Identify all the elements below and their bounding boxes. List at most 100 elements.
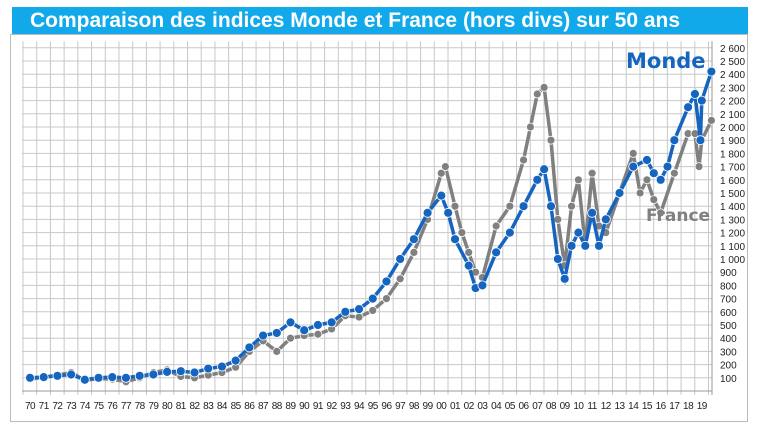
data-point-france [409, 247, 419, 257]
x-tick-label: 93 [340, 401, 351, 412]
data-point-monde [477, 280, 488, 291]
x-tick-label: 17 [669, 401, 680, 412]
y-tick-label: 2 500 [720, 57, 745, 68]
data-point-monde [450, 234, 460, 245]
data-point-france [286, 333, 295, 343]
y-tick-label: 1 600 [720, 176, 745, 187]
data-point-monde [600, 214, 611, 225]
data-point-monde [518, 201, 529, 212]
x-tick-label: 72 [52, 401, 63, 412]
data-point-france [587, 168, 597, 178]
y-tick-label: 1 800 [720, 149, 745, 160]
x-tick-label: 74 [80, 401, 91, 412]
data-point-monde [532, 174, 543, 185]
y-tick-label: 900 [720, 268, 737, 279]
data-point-monde [271, 328, 282, 338]
x-tick-label: 10 [573, 401, 584, 412]
data-point-monde [706, 66, 717, 77]
data-point-france [313, 329, 323, 339]
data-point-monde [443, 207, 454, 218]
y-tick-label: 200 [720, 361, 737, 372]
data-point-monde [559, 273, 570, 284]
data-point-monde [696, 95, 707, 106]
legend-label-france: France [646, 206, 710, 226]
x-tick-label: 18 [683, 401, 694, 412]
data-point-france [450, 201, 460, 211]
x-tick-label: 11 [587, 401, 597, 412]
data-point-france [567, 201, 576, 211]
x-tick-label: 89 [285, 401, 296, 412]
x-tick-label: 85 [231, 401, 242, 412]
x-tick-label: 70 [25, 401, 36, 412]
data-point-france [272, 346, 282, 356]
x-tick-label: 80 [162, 401, 173, 412]
data-point-monde [121, 372, 131, 383]
x-tick-label: 19 [697, 401, 708, 412]
y-tick-label: 2 100 [720, 110, 745, 121]
data-point-monde [655, 174, 666, 185]
x-tick-label: 73 [66, 401, 77, 412]
y-tick-label: 2 400 [720, 70, 745, 81]
x-tick-label: 91 [313, 401, 324, 412]
data-point-monde [326, 317, 337, 328]
data-point-monde [189, 367, 200, 378]
data-point-monde [662, 161, 673, 172]
x-tick-label: 97 [395, 401, 406, 412]
x-tick-label: 87 [258, 401, 269, 412]
data-point-france [457, 228, 467, 238]
data-point-monde [546, 201, 556, 212]
data-point-monde [367, 293, 378, 304]
data-point-monde [408, 234, 419, 245]
data-point-monde [107, 372, 118, 383]
y-tick-label: 500 [720, 321, 737, 332]
data-point-monde [463, 260, 474, 271]
data-point-monde [690, 89, 700, 99]
data-point-monde [25, 372, 35, 383]
data-point-monde [566, 240, 577, 251]
data-point-france [464, 247, 474, 257]
chart-title: Comparaison des indices Monde et France … [12, 7, 748, 34]
data-point-monde [381, 276, 392, 287]
data-point-monde [148, 369, 159, 380]
data-point-france [694, 162, 704, 172]
x-tick-label: 99 [423, 401, 434, 412]
y-tick-label: 600 [720, 308, 737, 319]
x-tick-label: 15 [642, 401, 653, 412]
x-tick-label: 08 [546, 401, 557, 412]
x-tick-label: 07 [532, 401, 543, 412]
y-tick-label: 800 [720, 281, 737, 292]
data-point-monde [614, 188, 625, 198]
data-point-monde [552, 254, 563, 264]
data-point-france [656, 208, 666, 218]
data-point-monde [587, 207, 598, 218]
y-tick-label: 1 500 [720, 189, 745, 200]
data-point-france [532, 89, 542, 99]
data-point-monde [594, 240, 604, 251]
x-tick-label: 02 [464, 401, 475, 412]
y-tick-label: 1 400 [720, 202, 745, 213]
data-point-france [519, 155, 528, 165]
data-point-monde [38, 372, 49, 383]
data-point-france [546, 135, 556, 145]
x-tick-label: 13 [614, 401, 625, 412]
y-tick-label: 2 600 [720, 44, 745, 55]
data-point-monde [648, 168, 659, 179]
data-point-monde [695, 135, 706, 146]
data-point-monde [642, 155, 652, 165]
x-tick-label: 78 [135, 401, 146, 412]
data-point-monde [422, 207, 433, 218]
x-tick-label: 09 [560, 401, 571, 412]
data-point-france [368, 306, 378, 315]
data-point-monde [395, 254, 406, 264]
data-point-france [669, 168, 679, 178]
data-point-monde [573, 227, 584, 238]
data-point-monde [354, 304, 364, 315]
data-point-france [382, 294, 391, 304]
x-tick-label: 05 [505, 401, 516, 412]
x-tick-label: 77 [121, 401, 132, 412]
data-point-monde [504, 227, 515, 238]
x-tick-label: 98 [409, 401, 420, 412]
data-point-monde [299, 325, 310, 336]
data-point-monde [162, 366, 173, 377]
data-point-monde [66, 369, 77, 380]
